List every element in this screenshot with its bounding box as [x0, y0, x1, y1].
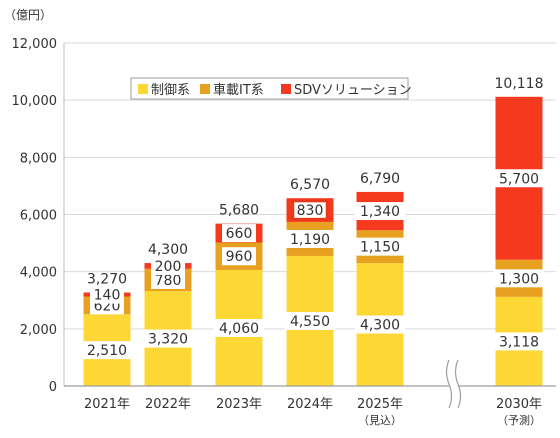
value-label-box	[493, 269, 545, 288]
value-label-box	[222, 247, 256, 266]
value-label-box	[81, 341, 133, 360]
legend-swatch	[138, 84, 148, 94]
value-label: 200	[155, 259, 182, 275]
x-tick-label: 2024年	[287, 397, 333, 412]
value-label: 3,118	[499, 334, 539, 350]
x-tick-note: （見込）	[358, 414, 402, 427]
y-tick-label: 6,000	[20, 209, 57, 224]
total-label: 3,270	[87, 272, 127, 288]
value-label: 2,510	[87, 343, 127, 359]
value-label-box	[354, 237, 406, 256]
y-tick-label: 4,000	[20, 266, 57, 281]
total-label: 10,118	[495, 76, 544, 92]
y-tick-label: 8,000	[20, 151, 57, 166]
value-label: 4,300	[360, 318, 400, 334]
value-label-box	[90, 285, 124, 304]
x-tick-label: 2021年	[84, 397, 130, 412]
value-label-box	[284, 311, 336, 330]
bars: 2,5106201403,2703,3207802004,3004,060960…	[81, 76, 545, 386]
legend-label: SDVソリューション	[294, 83, 412, 98]
legend-label: 車載IT系	[213, 83, 264, 98]
value-label-box	[291, 199, 329, 221]
value-label: 4,550	[290, 314, 330, 330]
axis-break-mark	[454, 359, 462, 409]
y-axis: 0 2,000 4,000 6,000 8,000 10,000 12,000	[12, 37, 65, 395]
y-tick-label: 2,000	[20, 323, 57, 338]
y-axis-unit-label: （億円）	[4, 8, 52, 22]
value-label-box	[354, 315, 406, 334]
total-label: 4,300	[148, 242, 188, 258]
legend-swatch	[200, 84, 210, 94]
value-label-box	[284, 229, 336, 248]
value-label-box	[222, 224, 256, 243]
value-label: 5,700	[499, 171, 539, 187]
value-label-box	[151, 270, 185, 289]
value-label: 3,320	[148, 332, 188, 348]
x-tick-note: （予測）	[497, 413, 541, 427]
value-label: 660	[226, 226, 253, 242]
value-label-box	[213, 318, 265, 337]
value-label-box	[493, 332, 545, 351]
value-label: 830	[297, 203, 324, 219]
total-label: 6,570	[290, 177, 330, 193]
x-tick-label: 2025年	[357, 397, 403, 412]
value-label-box	[493, 169, 545, 188]
value-label: 4,060	[219, 321, 259, 337]
total-label: 6,790	[360, 171, 400, 187]
value-label: 960	[226, 249, 253, 265]
value-label: 1,190	[290, 232, 330, 248]
value-label-box	[151, 256, 185, 275]
x-axis: 2021年 2022年 2023年 2024年 2025年 （見込） 2030年（予測）	[64, 358, 556, 427]
y-tick-label: 10,000	[12, 94, 58, 109]
x-tick-label: 2023年	[216, 397, 262, 412]
legend: 制御系 車載IT系 SDVソリューション	[130, 77, 412, 100]
total-label: 5,680	[219, 203, 259, 219]
value-label: 1,340	[360, 204, 400, 220]
value-label: 1,300	[499, 271, 539, 287]
value-label: 1,150	[360, 240, 400, 256]
legend-label: 制御系	[151, 83, 190, 98]
axis-break-gap	[449, 358, 458, 410]
y-tick-label: 0	[49, 380, 57, 395]
value-label-box	[354, 202, 406, 221]
axis-break-mark	[445, 359, 453, 409]
x-tick-label: 2022年	[145, 397, 191, 412]
value-label: 140	[94, 288, 121, 304]
x-tick-label: 2030年	[496, 397, 542, 412]
y-tick-label: 12,000	[12, 37, 58, 52]
legend-swatch	[281, 84, 291, 94]
value-label: 780	[155, 273, 182, 289]
value-label-box	[142, 329, 194, 348]
